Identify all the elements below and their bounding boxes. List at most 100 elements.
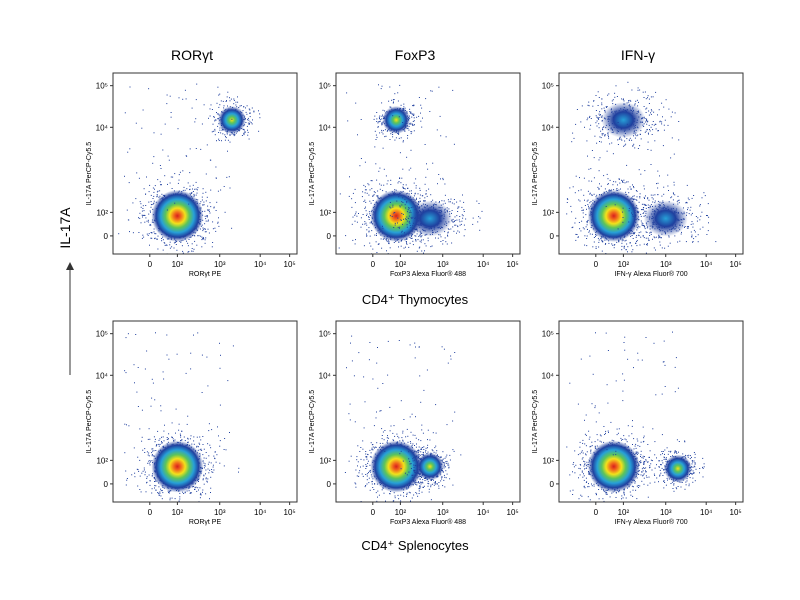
event-dot [209, 115, 211, 117]
event-dot [699, 228, 701, 230]
event-dot [202, 238, 204, 240]
event-dot [205, 200, 207, 202]
event-dot [599, 114, 601, 116]
event-dot [596, 116, 598, 118]
event-dot [242, 128, 244, 130]
event-dot [191, 248, 193, 249]
event-dot [410, 207, 412, 209]
event-dot [636, 240, 638, 242]
event-dot [645, 204, 647, 206]
event-dot [654, 200, 656, 202]
event-dot [695, 216, 697, 217]
event-dot [623, 145, 625, 147]
event-dot [405, 184, 407, 186]
event-dot [368, 230, 370, 232]
event-dot [185, 98, 187, 100]
event-dot [454, 224, 456, 226]
event-dot [659, 121, 661, 123]
event-dot [227, 91, 229, 93]
event-dot [141, 214, 143, 216]
event-dot [227, 105, 228, 107]
event-dot [600, 185, 602, 187]
event-dot [692, 241, 694, 243]
event-dot [660, 237, 662, 239]
event-dot [153, 228, 155, 230]
event-dot [208, 209, 209, 211]
event-dot [172, 176, 174, 178]
event-dot [625, 143, 627, 145]
event-dot [227, 110, 228, 112]
event-dot [406, 224, 408, 226]
event-dot [231, 133, 233, 135]
event-dot [457, 207, 459, 209]
event-dot [457, 230, 459, 232]
event-dot [628, 101, 630, 103]
event-dot [450, 198, 452, 200]
event-dot [205, 173, 207, 175]
event-dot [707, 230, 709, 232]
event-dot [637, 87, 639, 89]
event-dot [156, 196, 158, 198]
event-dot [201, 196, 203, 198]
event-dot [643, 237, 645, 239]
event-dot [476, 200, 478, 202]
event-dot [646, 129, 648, 131]
event-dot [424, 197, 426, 199]
event-dot [647, 198, 649, 200]
event-dot [649, 235, 651, 236]
event-dot [442, 203, 444, 205]
event-dot [635, 190, 637, 191]
event-dot [410, 112, 412, 114]
event-dot [668, 108, 670, 110]
population-density-0 [587, 189, 640, 242]
event-dot [414, 200, 416, 202]
event-dot [382, 227, 384, 229]
event-dot [647, 141, 649, 143]
event-dot [693, 195, 695, 196]
event-dot [358, 213, 359, 214]
event-dot [171, 188, 173, 189]
event-dot [654, 140, 656, 142]
event-dot [365, 201, 367, 203]
event-dot [603, 175, 605, 177]
event-dot [404, 107, 406, 109]
event-dot [372, 195, 373, 197]
event-dot [643, 243, 645, 245]
event-dot [600, 141, 602, 143]
event-dot [219, 129, 221, 131]
event-dot [633, 186, 634, 187]
event-dot [419, 197, 421, 199]
event-dot [243, 129, 245, 131]
event-dot [686, 202, 688, 204]
event-dot [703, 192, 705, 194]
event-dot [650, 96, 652, 98]
event-dot [153, 195, 155, 197]
event-dot [597, 105, 599, 106]
event-dot [388, 255, 389, 256]
event-dot [632, 214, 633, 216]
event-dot [605, 206, 607, 207]
event-dot [364, 223, 366, 225]
event-dot [430, 194, 432, 196]
event-dot [245, 111, 247, 113]
event-dot [153, 202, 155, 204]
event-dot [229, 187, 231, 189]
event-dot [372, 195, 374, 197]
event-dot [636, 99, 638, 101]
event-dot [430, 90, 432, 92]
event-dot [412, 105, 414, 107]
event-dot [681, 231, 682, 233]
event-dot [208, 430, 210, 432]
event-dot [673, 193, 674, 195]
event-dot [393, 193, 395, 195]
event-dot [460, 223, 462, 225]
event-dot [246, 125, 248, 127]
event-dot [381, 129, 383, 131]
event-dot [579, 200, 581, 202]
event-dot [371, 230, 373, 232]
event-dot [421, 250, 423, 252]
event-dot [211, 109, 213, 110]
event-dot [223, 465, 225, 467]
event-dot [138, 217, 139, 219]
